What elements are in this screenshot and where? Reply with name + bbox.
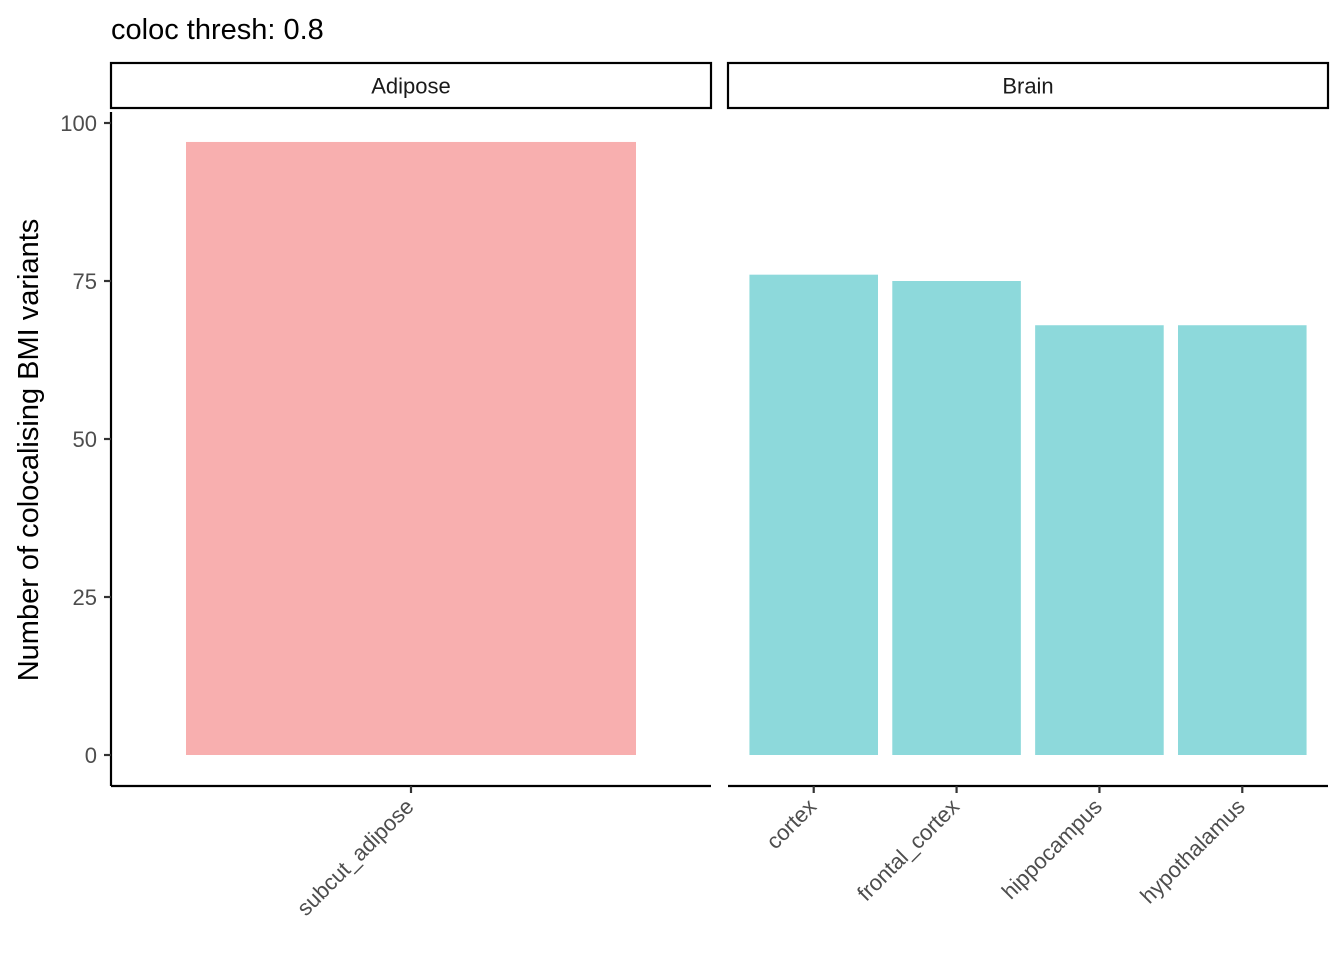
y-tick-label: 25	[73, 585, 97, 610]
facet-strip-label: Brain	[1002, 74, 1053, 99]
x-tick-label: hypothalamus	[1135, 794, 1250, 909]
chart-title: coloc thresh: 0.8	[111, 14, 324, 46]
bar-cortex	[749, 274, 878, 755]
bar-frontal_cortex	[892, 281, 1021, 755]
bar-hippocampus	[1035, 325, 1164, 755]
facet-panels: Adipose subcut_adipose Brain cortex frontal_…	[109, 61, 1330, 921]
x-tick-label: subcut_adipose	[292, 794, 419, 921]
y-axis: 0 25 50 75 100	[60, 111, 113, 786]
y-tick-label: 50	[73, 427, 97, 452]
facet-strip-label: Adipose	[371, 74, 451, 99]
bar-hypothalamus	[1178, 325, 1307, 755]
facet-panel-adipose: Adipose subcut_adipose	[109, 61, 713, 921]
facet-strip	[726, 61, 1330, 110]
y-axis-label: Number of colocalising BMI variants	[13, 219, 45, 682]
y-tick-label: 100	[60, 111, 97, 136]
bar-subcut_adipose	[186, 141, 636, 755]
x-tick-label: frontal_cortex	[852, 794, 964, 906]
y-tick-label: 0	[85, 743, 97, 768]
facet-strip	[109, 61, 713, 110]
y-tick-label: 75	[73, 269, 97, 294]
x-tick-label: cortex	[761, 794, 821, 854]
facet-panel-brain: Brain cortex frontal_cortex hippocampus hypo…	[726, 61, 1330, 909]
x-tick-label: hippocampus	[997, 794, 1107, 904]
